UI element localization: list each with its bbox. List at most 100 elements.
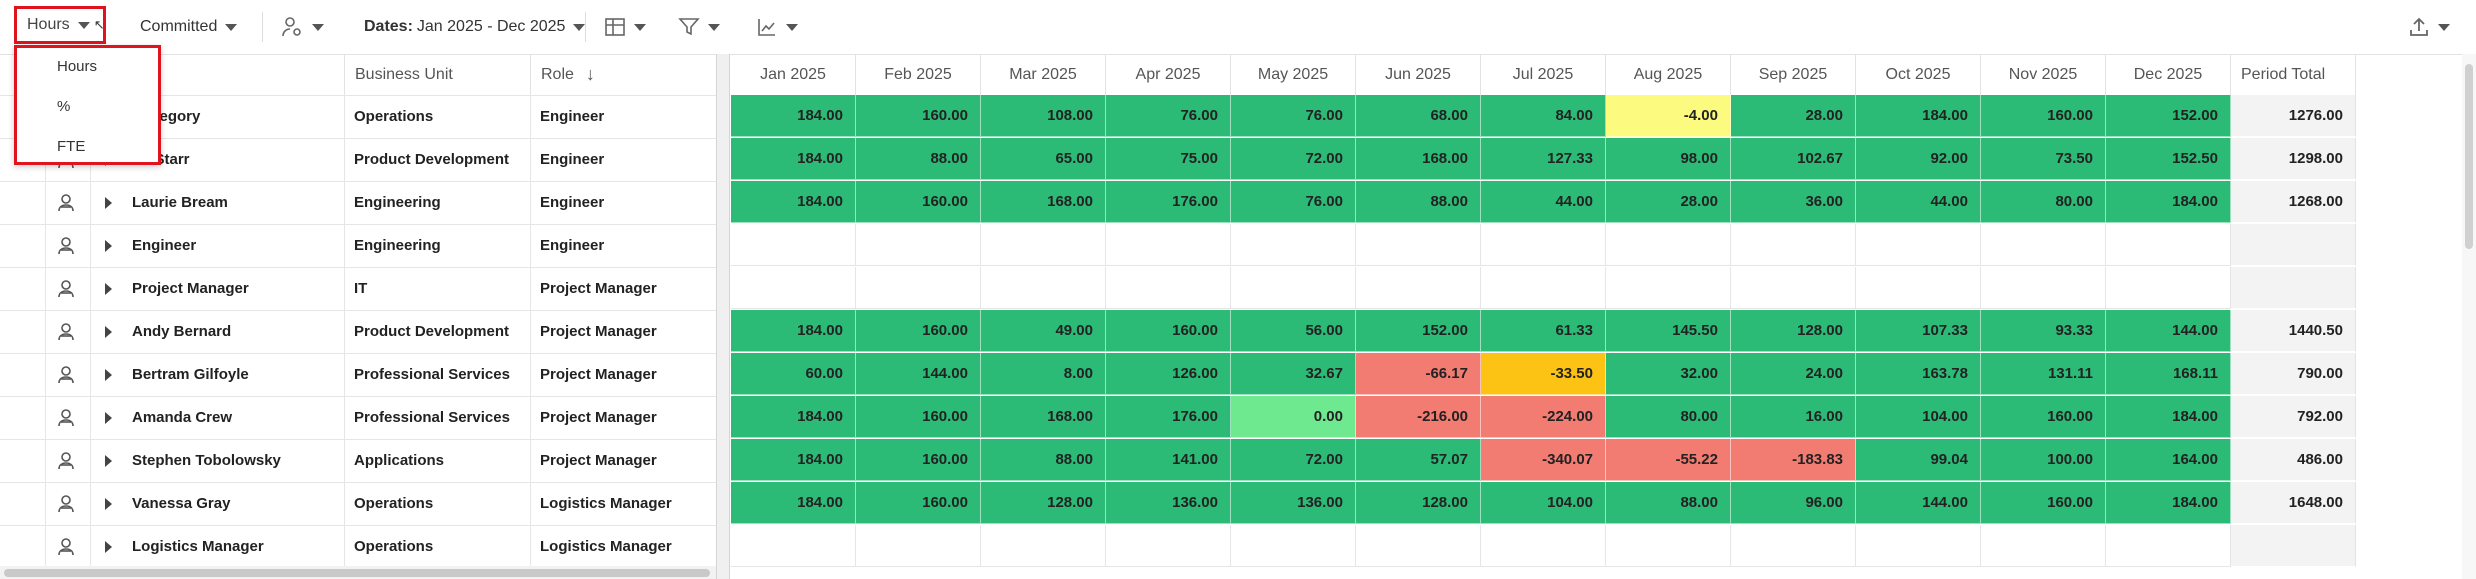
allocation-cell[interactable]: 88.00 (1606, 482, 1731, 524)
expand-row-icon[interactable] (105, 197, 112, 209)
allocation-cell[interactable]: 61.33 (1481, 310, 1606, 352)
allocation-cell[interactable]: 44.00 (1481, 181, 1606, 223)
empty-allocation-cell[interactable] (1606, 224, 1731, 266)
allocation-cell[interactable]: 88.00 (856, 138, 981, 180)
empty-allocation-cell[interactable] (1231, 525, 1356, 567)
allocation-cell[interactable]: 168.00 (981, 181, 1106, 223)
allocation-cell[interactable]: 160.00 (1981, 95, 2106, 137)
allocation-cell[interactable]: 168.11 (2106, 353, 2231, 395)
resource-name[interactable]: Bertram Gilfoyle (132, 366, 249, 383)
allocation-cell[interactable]: 57.07 (1356, 439, 1481, 481)
allocation-cell[interactable]: 76.00 (1231, 95, 1356, 137)
allocation-cell[interactable]: 184.00 (731, 138, 856, 180)
empty-allocation-cell[interactable] (1481, 267, 1606, 309)
resource-name[interactable]: Amanda Crew (132, 409, 233, 426)
empty-allocation-cell[interactable] (1606, 525, 1731, 567)
allocation-cell[interactable]: 75.00 (1106, 138, 1231, 180)
empty-allocation-cell[interactable] (1606, 267, 1731, 309)
allocation-cell[interactable]: 44.00 (1856, 181, 1981, 223)
allocation-cell[interactable]: 163.78 (1856, 353, 1981, 395)
allocation-cell[interactable]: -55.22 (1606, 439, 1731, 481)
empty-allocation-cell[interactable] (1106, 267, 1231, 309)
allocation-cell[interactable]: 72.00 (1231, 439, 1356, 481)
allocation-cell[interactable]: 72.00 (1231, 138, 1356, 180)
allocation-cell[interactable]: 84.00 (1481, 95, 1606, 137)
allocation-cell[interactable]: 136.00 (1106, 482, 1231, 524)
allocation-cell[interactable]: -4.00 (1606, 95, 1731, 137)
resource-name[interactable]: Logistics Manager (132, 538, 264, 555)
allocation-cell[interactable]: 104.00 (1481, 482, 1606, 524)
column-header-role[interactable]: Role ↓ (530, 54, 716, 95)
resource-name[interactable]: Andy Bernard (132, 323, 232, 340)
allocation-cell[interactable]: 93.33 (1981, 310, 2106, 352)
allocation-cell[interactable]: 60.00 (731, 353, 856, 395)
empty-allocation-cell[interactable] (1481, 224, 1606, 266)
allocation-cell[interactable]: 136.00 (1231, 482, 1356, 524)
allocation-cell[interactable]: 107.33 (1856, 310, 1981, 352)
allocation-cell[interactable]: 102.67 (1731, 138, 1856, 180)
allocation-cell[interactable]: 73.50 (1981, 138, 2106, 180)
allocation-cell[interactable]: -224.00 (1481, 396, 1606, 438)
empty-allocation-cell[interactable] (1856, 224, 1981, 266)
vertical-scrollbar-thumb[interactable] (2465, 64, 2473, 249)
empty-allocation-cell[interactable] (1981, 525, 2106, 567)
horizontal-scrollbar-thumb[interactable] (4, 569, 710, 577)
empty-allocation-cell[interactable] (1981, 224, 2106, 266)
resource-name[interactable]: Laurie Bream (132, 194, 228, 211)
allocation-cell[interactable]: 152.00 (1356, 310, 1481, 352)
allocation-cell[interactable]: 164.00 (2106, 439, 2231, 481)
allocation-cell[interactable]: 80.00 (1981, 181, 2106, 223)
allocation-cell[interactable]: 131.11 (1981, 353, 2106, 395)
allocation-cell[interactable]: 184.00 (2106, 482, 2231, 524)
empty-allocation-cell[interactable] (2106, 525, 2231, 567)
empty-allocation-cell[interactable] (731, 224, 856, 266)
allocation-cell[interactable]: 104.00 (1856, 396, 1981, 438)
chart-button[interactable] (756, 12, 798, 42)
allocation-cell[interactable]: 160.00 (856, 396, 981, 438)
allocation-cell[interactable]: 96.00 (1731, 482, 1856, 524)
allocation-cell[interactable]: 160.00 (1981, 396, 2106, 438)
expand-row-icon[interactable] (105, 455, 112, 467)
allocation-cell[interactable]: 184.00 (2106, 181, 2231, 223)
allocation-cell[interactable]: 32.00 (1606, 353, 1731, 395)
allocation-cell[interactable]: 76.00 (1231, 181, 1356, 223)
allocation-cell[interactable]: 68.00 (1356, 95, 1481, 137)
empty-allocation-cell[interactable] (1981, 267, 2106, 309)
menu-item-hours[interactable]: Hours (57, 58, 98, 75)
allocation-cell[interactable]: 144.00 (2106, 310, 2231, 352)
allocation-cell[interactable]: 24.00 (1731, 353, 1856, 395)
allocation-cell[interactable]: 16.00 (1731, 396, 1856, 438)
filter-button[interactable] (678, 12, 720, 42)
allocation-cell[interactable]: -216.00 (1356, 396, 1481, 438)
pane-splitter[interactable] (716, 54, 730, 579)
allocation-cell[interactable]: 108.00 (981, 95, 1106, 137)
allocation-cell[interactable]: 184.00 (731, 95, 856, 137)
allocation-cell[interactable]: 160.00 (1106, 310, 1231, 352)
allocation-cell[interactable]: 168.00 (1356, 138, 1481, 180)
allocation-cell[interactable]: 0.00 (1231, 396, 1356, 438)
empty-allocation-cell[interactable] (856, 267, 981, 309)
allocation-cell[interactable]: 184.00 (731, 396, 856, 438)
allocation-cell[interactable]: -66.17 (1356, 353, 1481, 395)
allocation-cell[interactable]: 184.00 (731, 181, 856, 223)
empty-allocation-cell[interactable] (1481, 525, 1606, 567)
empty-allocation-cell[interactable] (1731, 224, 1856, 266)
allocation-cell[interactable]: 144.00 (1856, 482, 1981, 524)
allocation-cell[interactable]: 160.00 (1981, 482, 2106, 524)
resource-filter-button[interactable] (280, 12, 324, 42)
export-button[interactable] (2408, 12, 2450, 42)
allocation-cell[interactable]: 28.00 (1606, 181, 1731, 223)
allocation-cell[interactable]: 160.00 (856, 95, 981, 137)
empty-allocation-cell[interactable] (1231, 267, 1356, 309)
empty-allocation-cell[interactable] (731, 267, 856, 309)
allocation-cell[interactable]: 184.00 (731, 482, 856, 524)
empty-allocation-cell[interactable] (981, 224, 1106, 266)
allocation-cell[interactable]: 128.00 (1731, 310, 1856, 352)
allocation-cell[interactable]: 92.00 (1856, 138, 1981, 180)
expand-row-icon[interactable] (105, 283, 112, 295)
expand-row-icon[interactable] (105, 240, 112, 252)
resource-name[interactable]: Project Manager (132, 280, 249, 297)
menu-item-percent[interactable]: % (57, 98, 71, 115)
menu-item-fte[interactable]: FTE (57, 138, 86, 155)
allocation-cell[interactable]: 76.00 (1106, 95, 1231, 137)
